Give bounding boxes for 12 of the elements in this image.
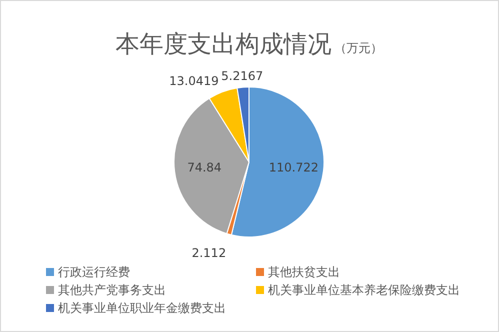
data-label: 13.0419 bbox=[169, 74, 219, 88]
data-label: 2.112 bbox=[192, 246, 226, 260]
chart-title: 本年度支出构成情况 bbox=[116, 30, 332, 58]
legend-label: 其他扶贫支出 bbox=[268, 265, 340, 279]
legend-label: 其他共产党事务支出 bbox=[58, 283, 166, 297]
data-label: 74.84 bbox=[187, 160, 222, 175]
chart-subtitle: （万元） bbox=[334, 41, 382, 55]
legend-label: 行政运行经费 bbox=[58, 265, 130, 279]
data-label: 110.722 bbox=[268, 160, 318, 174]
legend-label: 机关事业单位职业年金缴费支出 bbox=[58, 301, 226, 315]
legend-label: 机关事业单位基本养老保险缴费支出 bbox=[268, 283, 460, 297]
data-label: 5.2167 bbox=[221, 69, 264, 84]
